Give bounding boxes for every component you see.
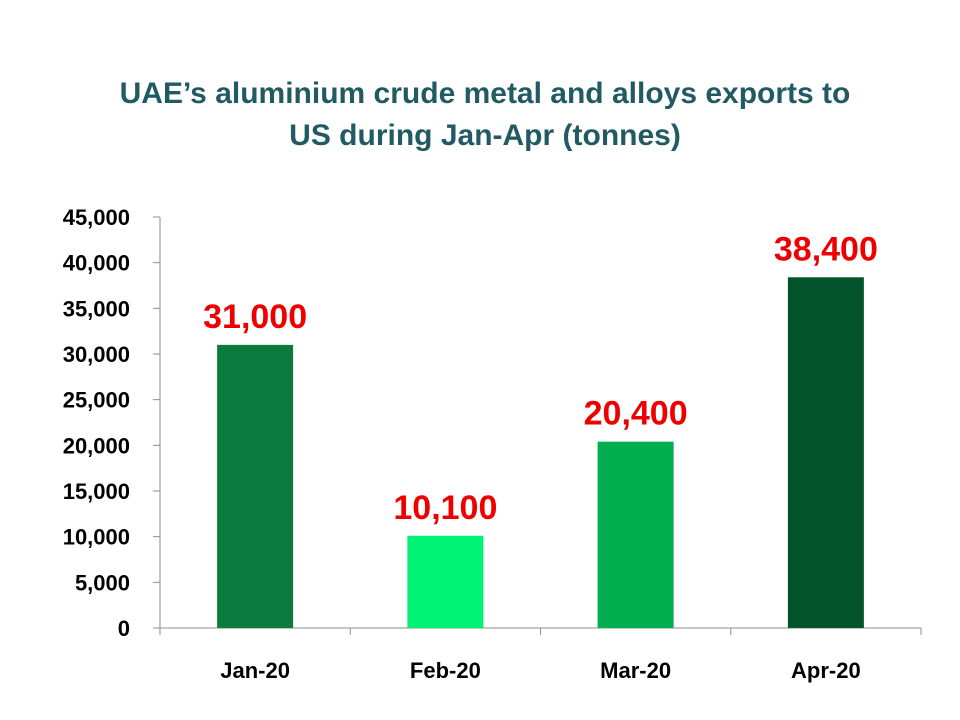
bar-feb-20: [407, 535, 484, 628]
y-tick-label: 25,000: [63, 388, 130, 413]
x-tick-label: Feb-20: [410, 658, 481, 683]
chart-title-line-2: US during Jan-Apr (tonnes): [289, 119, 681, 152]
data-label: 38,400: [774, 230, 878, 268]
data-label: 31,000: [203, 298, 307, 336]
y-tick-label: 45,000: [63, 205, 130, 230]
y-tick-label: 30,000: [63, 342, 130, 367]
y-tick-label: 0: [118, 616, 130, 641]
y-tick-label: 5,000: [75, 570, 130, 595]
y-tick-label: 10,000: [63, 525, 130, 550]
y-tick-label: 15,000: [63, 479, 130, 504]
chart-data-labels: 31,000 10,100 20,400 38,400: [203, 230, 878, 526]
chart-axes: 0 5,000 10,000 15,000 20,000 25,000 30,000 35,0…: [63, 205, 922, 683]
y-tick-label: 20,000: [63, 433, 130, 458]
bar-mar-20: [597, 441, 674, 628]
x-tick-label: Jan-20: [220, 658, 290, 683]
chart-title: UAE’s aluminium crude metal and alloys e…: [60, 73, 910, 157]
chart-bars: [217, 277, 864, 628]
data-label: 20,400: [584, 395, 688, 433]
bar-jan-20: [217, 344, 294, 628]
y-tick-label: 40,000: [63, 251, 130, 276]
x-tick-label: Mar-20: [600, 658, 671, 683]
data-label: 10,100: [393, 489, 497, 527]
chart-title-line-1: UAE’s aluminium crude metal and alloys e…: [119, 77, 851, 110]
bar-apr-20: [787, 277, 864, 628]
y-tick-label: 35,000: [63, 296, 130, 321]
x-tick-label: Apr-20: [791, 658, 861, 683]
